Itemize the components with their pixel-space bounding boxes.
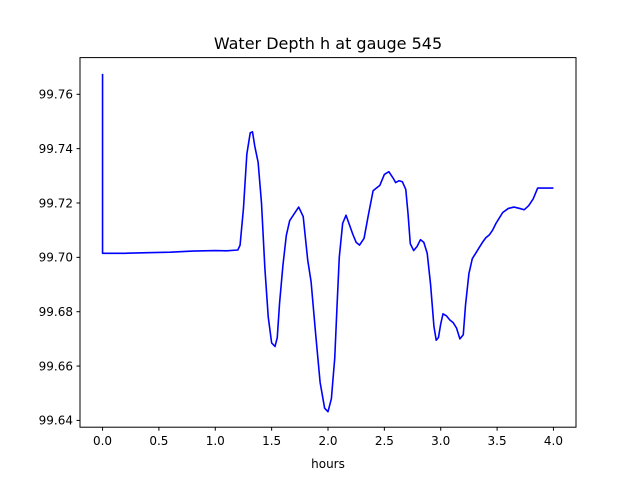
x-tick-label: 1.5 bbox=[262, 434, 281, 448]
x-tick-label: 0.5 bbox=[149, 434, 168, 448]
y-tick-label: 99.70 bbox=[39, 251, 73, 265]
x-tick-label: 4.0 bbox=[544, 434, 563, 448]
x-tick-label: 2.5 bbox=[375, 434, 394, 448]
y-tick-label: 99.66 bbox=[39, 359, 73, 373]
x-tick-label: 3.0 bbox=[431, 434, 450, 448]
plot-frame bbox=[79, 57, 577, 428]
x-tick-label: 1.0 bbox=[206, 434, 225, 448]
chart-title: Water Depth h at gauge 545 bbox=[214, 34, 442, 53]
x-tick-label: 0.0 bbox=[93, 434, 112, 448]
series-line-0 bbox=[101, 73, 554, 413]
y-tick-label: 99.72 bbox=[39, 196, 73, 210]
x-tick-label: 2.0 bbox=[318, 434, 337, 448]
x-axis-label: hours bbox=[311, 457, 345, 471]
y-tick-label: 99.64 bbox=[39, 414, 73, 428]
y-tick-label: 99.76 bbox=[39, 88, 73, 102]
y-tick-label: 99.68 bbox=[39, 305, 73, 319]
series-layer bbox=[101, 73, 554, 413]
y-tick-label: 99.74 bbox=[39, 142, 73, 156]
x-tick-label: 3.5 bbox=[488, 434, 507, 448]
y-axis: 99.64 99.66 99.68 99.70 99.72 99.74 99.76 bbox=[39, 88, 80, 428]
x-axis: 0.0 0.5 1.0 1.5 2.0 2.5 3.0 3.5 4.0 bbox=[93, 427, 563, 448]
